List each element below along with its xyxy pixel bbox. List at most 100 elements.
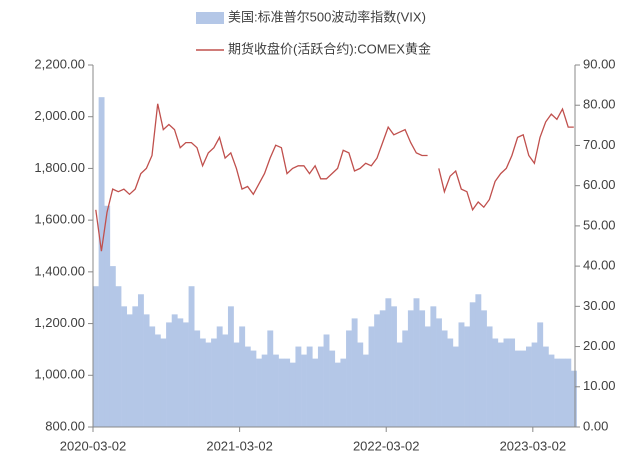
bar (182, 322, 189, 427)
bar (121, 306, 128, 427)
y2-tick-label: 60.00 (583, 177, 616, 192)
bar (233, 342, 240, 427)
bar (537, 322, 544, 427)
bar (149, 326, 156, 427)
bar (379, 310, 386, 427)
bar (171, 314, 178, 427)
bar (284, 358, 291, 427)
bar (391, 306, 397, 427)
y2-tick-label: 20.00 (583, 338, 616, 353)
bar (554, 358, 561, 427)
bar (93, 286, 99, 427)
bar (301, 354, 307, 427)
bar (514, 350, 521, 427)
bar (481, 310, 487, 427)
bar (132, 306, 139, 427)
y2-tick-label: 30.00 (583, 298, 616, 313)
bar (368, 326, 375, 427)
bar (199, 338, 206, 427)
y-tick-label: 1,000.00 (34, 367, 85, 382)
y-tick-label: 1,200.00 (34, 315, 85, 330)
legend-label: 美国:标准普尔500波动率指数(VIX) (228, 9, 426, 24)
bar (137, 294, 144, 427)
bar (115, 286, 122, 427)
bar (469, 302, 476, 427)
bar (362, 354, 369, 427)
bar (570, 370, 577, 427)
bar (126, 314, 133, 427)
y-tick-label: 2,200.00 (34, 56, 85, 71)
bar (278, 358, 285, 427)
bar (542, 346, 549, 427)
legend-label: 期货收盘价(活跃合约):COMEX黄金 (228, 41, 431, 56)
bar (385, 298, 392, 427)
bar (396, 342, 403, 427)
y2-tick-label: 70.00 (583, 137, 616, 152)
y2-tick-label: 0.00 (583, 418, 608, 433)
bar (458, 322, 465, 427)
bar (559, 358, 566, 427)
bar (430, 306, 437, 427)
bar (340, 358, 347, 427)
bar (497, 342, 504, 427)
bar (452, 346, 459, 427)
legend-swatch (196, 12, 224, 24)
bar (312, 358, 319, 427)
y2-tick-label: 40.00 (583, 258, 616, 273)
bar (239, 326, 246, 427)
y-tick-label: 1,600.00 (34, 212, 85, 227)
bar (329, 350, 336, 427)
bar (548, 354, 555, 427)
bar (166, 322, 173, 427)
bar (177, 318, 184, 427)
bar (334, 362, 341, 427)
bar (402, 330, 409, 427)
bar (413, 298, 420, 427)
bar (211, 338, 217, 427)
line (95, 103, 574, 252)
y-tick-label: 800.00 (45, 418, 85, 433)
bar (261, 354, 268, 427)
bar (109, 266, 116, 427)
bar (357, 342, 364, 427)
bar (267, 330, 274, 427)
x-tick-label: 2023-03-02 (500, 438, 567, 453)
bar (323, 334, 330, 427)
bar (154, 334, 161, 427)
bar (492, 338, 499, 427)
bar (244, 346, 251, 427)
bar (509, 338, 516, 427)
bar (216, 326, 223, 427)
y2-tick-label: 10.00 (583, 378, 616, 393)
bar (194, 330, 201, 427)
bar (306, 346, 313, 427)
bar (250, 350, 257, 427)
y-tick-label: 2,000.00 (34, 108, 85, 123)
bar (256, 358, 262, 427)
bar (104, 205, 111, 427)
bar (503, 338, 510, 427)
y-tick-label: 1,800.00 (34, 160, 85, 175)
y-tick-label: 1,400.00 (34, 263, 85, 278)
bar (160, 338, 167, 427)
bar (205, 342, 212, 427)
bar (374, 314, 381, 427)
bar (317, 346, 324, 427)
y2-tick-label: 50.00 (583, 217, 616, 232)
bar (188, 286, 195, 427)
y2-tick-label: 80.00 (583, 97, 616, 112)
bar (436, 318, 442, 427)
bar (346, 330, 352, 427)
bar (486, 326, 493, 427)
bar (424, 326, 431, 427)
bar (525, 346, 532, 427)
bar (475, 294, 482, 427)
bar (98, 97, 105, 427)
bar (295, 346, 302, 427)
bar (351, 318, 358, 427)
bar (441, 330, 448, 427)
y2-tick-label: 90.00 (583, 56, 616, 71)
bar (447, 338, 454, 427)
x-tick-label: 2022-03-02 (353, 438, 420, 453)
